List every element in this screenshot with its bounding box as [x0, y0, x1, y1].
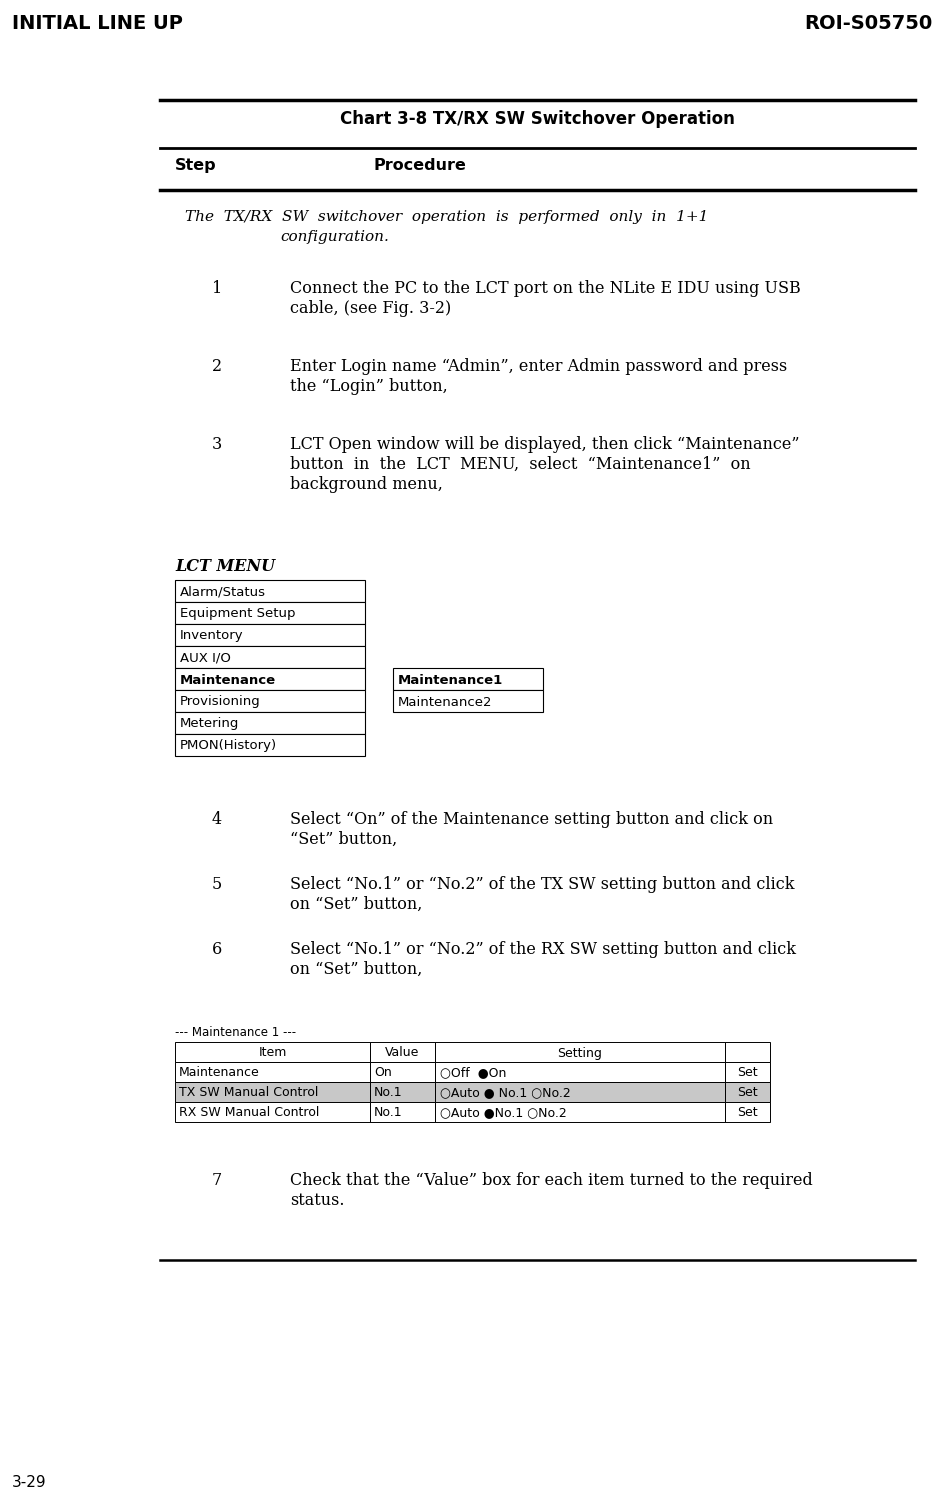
- Bar: [724, 1103, 769, 1122]
- Text: No.1: No.1: [374, 1107, 402, 1119]
- Bar: [175, 1103, 370, 1122]
- Bar: [175, 624, 364, 646]
- Text: 6: 6: [211, 941, 222, 958]
- Text: the “Login” button,: the “Login” button,: [290, 377, 447, 395]
- Text: Value: Value: [385, 1046, 419, 1059]
- Bar: [175, 1062, 370, 1082]
- Text: “Set” button,: “Set” button,: [290, 831, 396, 847]
- Text: AUX I/O: AUX I/O: [179, 652, 230, 664]
- Bar: [434, 1062, 724, 1082]
- Text: cable, (see Fig. 3-2): cable, (see Fig. 3-2): [290, 300, 451, 316]
- Text: 4: 4: [211, 812, 222, 828]
- Bar: [434, 1041, 724, 1062]
- Text: Enter Login name “Admin”, enter Admin password and press: Enter Login name “Admin”, enter Admin pa…: [290, 358, 786, 374]
- Text: The  TX/RX  SW  switchover  operation  is  performed  only  in  1+1: The TX/RX SW switchover operation is per…: [185, 210, 708, 224]
- Text: configuration.: configuration.: [279, 230, 389, 245]
- Text: Inventory: Inventory: [179, 630, 244, 643]
- Text: Step: Step: [175, 158, 216, 173]
- Text: Check that the “Value” box for each item turned to the required: Check that the “Value” box for each item…: [290, 1173, 812, 1189]
- Bar: [175, 668, 364, 689]
- Text: 5: 5: [211, 876, 222, 894]
- Bar: [724, 1082, 769, 1103]
- Bar: [393, 668, 543, 689]
- Bar: [175, 601, 364, 624]
- Text: Metering: Metering: [179, 718, 239, 731]
- Bar: [393, 689, 543, 712]
- Text: Maintenance: Maintenance: [179, 673, 276, 686]
- Text: 3-29: 3-29: [12, 1476, 46, 1491]
- Text: Maintenance1: Maintenance1: [397, 673, 503, 686]
- Text: 3: 3: [211, 436, 222, 454]
- Text: Select “No.1” or “No.2” of the RX SW setting button and click: Select “No.1” or “No.2” of the RX SW set…: [290, 941, 795, 958]
- Text: Provisioning: Provisioning: [179, 695, 261, 709]
- Text: status.: status.: [290, 1192, 345, 1209]
- Text: ○Auto ●No.1 ○No.2: ○Auto ●No.1 ○No.2: [440, 1107, 566, 1119]
- Text: ROI-S05750: ROI-S05750: [804, 13, 932, 33]
- Text: Item: Item: [258, 1046, 286, 1059]
- Text: background menu,: background menu,: [290, 476, 443, 492]
- Text: Set: Set: [736, 1067, 757, 1080]
- Text: ○Auto ● No.1 ○No.2: ○Auto ● No.1 ○No.2: [440, 1086, 570, 1100]
- Bar: [370, 1062, 434, 1082]
- Bar: [175, 734, 364, 756]
- Text: On: On: [374, 1067, 392, 1080]
- Bar: [370, 1041, 434, 1062]
- Text: on “Set” button,: on “Set” button,: [290, 961, 422, 977]
- Text: on “Set” button,: on “Set” button,: [290, 897, 422, 913]
- Bar: [434, 1082, 724, 1103]
- Text: Setting: Setting: [557, 1046, 602, 1059]
- Text: Maintenance: Maintenance: [178, 1067, 260, 1080]
- Text: Set: Set: [736, 1086, 757, 1100]
- Bar: [724, 1062, 769, 1082]
- Bar: [175, 1082, 370, 1103]
- Text: Chart 3-8 TX/RX SW Switchover Operation: Chart 3-8 TX/RX SW Switchover Operation: [339, 110, 733, 128]
- Text: 2: 2: [211, 358, 222, 374]
- Bar: [370, 1082, 434, 1103]
- Text: Alarm/Status: Alarm/Status: [179, 585, 265, 598]
- Text: No.1: No.1: [374, 1086, 402, 1100]
- Bar: [434, 1103, 724, 1122]
- Text: button  in  the  LCT  MENU,  select  “Maintenance1”  on: button in the LCT MENU, select “Maintena…: [290, 457, 750, 473]
- Text: Select “No.1” or “No.2” of the TX SW setting button and click: Select “No.1” or “No.2” of the TX SW set…: [290, 876, 794, 894]
- Text: --- Maintenance 1 ---: --- Maintenance 1 ---: [175, 1026, 295, 1038]
- Text: 1: 1: [211, 280, 222, 297]
- Bar: [175, 712, 364, 734]
- Text: INITIAL LINE UP: INITIAL LINE UP: [12, 13, 183, 33]
- Bar: [175, 580, 364, 601]
- Bar: [175, 1041, 370, 1062]
- Text: Equipment Setup: Equipment Setup: [179, 607, 295, 621]
- Text: Procedure: Procedure: [373, 158, 466, 173]
- Text: PMON(History): PMON(History): [179, 740, 277, 752]
- Bar: [724, 1041, 769, 1062]
- Bar: [175, 646, 364, 668]
- Text: LCT Open window will be displayed, then click “Maintenance”: LCT Open window will be displayed, then …: [290, 436, 799, 454]
- Text: ○Off  ●On: ○Off ●On: [440, 1067, 506, 1080]
- Bar: [370, 1103, 434, 1122]
- Text: Set: Set: [736, 1107, 757, 1119]
- Bar: [175, 689, 364, 712]
- Text: Connect the PC to the LCT port on the NLite E IDU using USB: Connect the PC to the LCT port on the NL…: [290, 280, 800, 297]
- Text: Select “On” of the Maintenance setting button and click on: Select “On” of the Maintenance setting b…: [290, 812, 772, 828]
- Text: TX SW Manual Control: TX SW Manual Control: [178, 1086, 318, 1100]
- Text: LCT MENU: LCT MENU: [175, 558, 275, 574]
- Text: Maintenance2: Maintenance2: [397, 695, 492, 709]
- Text: RX SW Manual Control: RX SW Manual Control: [178, 1107, 319, 1119]
- Text: 7: 7: [211, 1173, 222, 1189]
